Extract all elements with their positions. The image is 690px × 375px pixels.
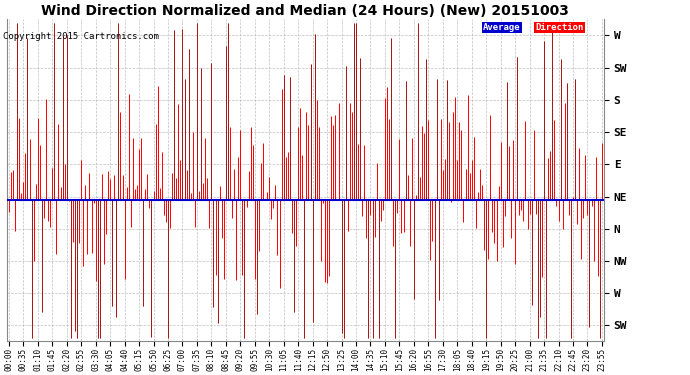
- Text: Direction: Direction: [535, 23, 583, 32]
- Text: Average: Average: [483, 23, 521, 32]
- Title: Wind Direction Normalized and Median (24 Hours) (New) 20151003: Wind Direction Normalized and Median (24…: [41, 4, 569, 18]
- Text: Copyright 2015 Cartronics.com: Copyright 2015 Cartronics.com: [3, 32, 159, 41]
